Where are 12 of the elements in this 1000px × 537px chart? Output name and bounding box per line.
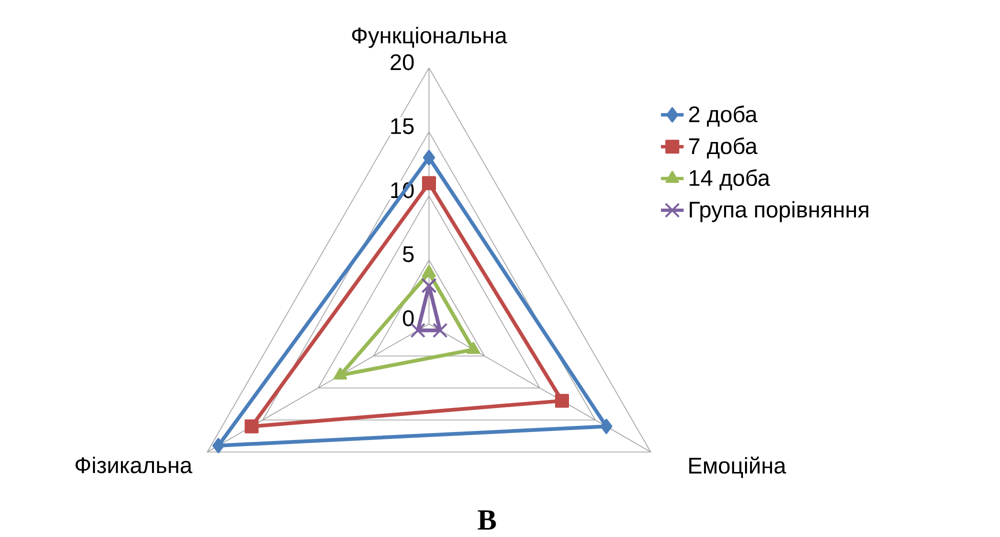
y-tick-label: 20	[390, 54, 414, 70]
text: В	[478, 510, 496, 530]
legend-label: 2 доба	[689, 106, 758, 127]
spoke-label: Фізикальна	[76, 456, 192, 474]
legend-label: Група порівняння	[690, 201, 868, 222]
y-tick-label: 0	[402, 310, 414, 326]
spoke-label: Емоційна	[689, 456, 786, 478]
legend-label: 7 доба	[689, 137, 758, 158]
y-tick-label: 15	[391, 118, 414, 134]
spoke-label: Функціональна	[352, 26, 508, 48]
legend-label: 14 доба	[690, 169, 770, 190]
y-tick-label: 5	[402, 246, 414, 262]
